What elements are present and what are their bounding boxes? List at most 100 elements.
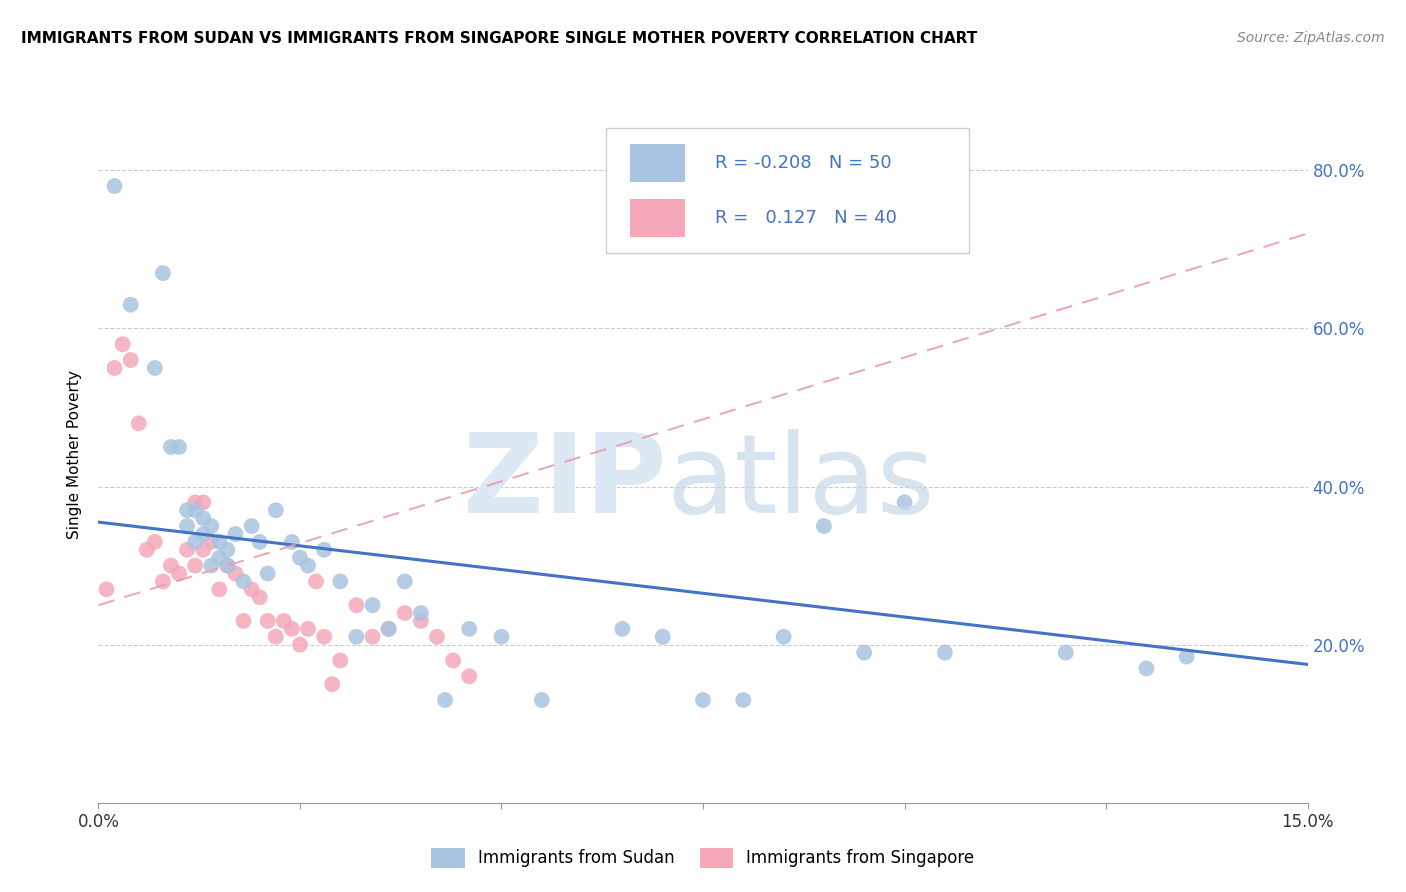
Point [143,534,166,549]
Point [297,622,319,636]
Point [111,337,134,351]
Point [893,495,915,509]
Point [281,534,304,549]
Point [361,630,384,644]
Point [120,298,142,312]
Point [281,622,304,636]
Point [1135,661,1157,675]
Point [232,614,254,628]
Text: R = -0.208   N = 50: R = -0.208 N = 50 [716,153,891,171]
Point [491,630,513,644]
Point [208,534,231,549]
Point [853,646,876,660]
Point [193,527,215,541]
Point [176,542,198,557]
Point [458,622,481,636]
Text: R =   0.127   N = 40: R = 0.127 N = 40 [716,210,897,227]
Point [256,614,278,628]
Point [256,566,278,581]
FancyBboxPatch shape [606,128,969,253]
Point [441,653,464,667]
Point [217,558,239,573]
Point [167,566,190,581]
Point [329,653,352,667]
Point [208,582,231,597]
Point [297,558,319,573]
Point [160,558,183,573]
Point [394,606,416,620]
Point [394,574,416,589]
Point [314,630,336,644]
Point [103,179,125,194]
Point [152,266,174,280]
Point [377,622,399,636]
Point [314,542,336,557]
Point [184,534,207,549]
Point [530,693,553,707]
Point [288,550,311,565]
Point [409,614,432,628]
Point [96,582,118,597]
Point [232,574,254,589]
Point [692,693,714,707]
Point [193,495,215,509]
Point [651,630,673,644]
Point [273,614,295,628]
Point [224,527,246,541]
Point [135,542,157,557]
Point [184,495,207,509]
Point [217,558,239,573]
Point [772,630,794,644]
Point [128,417,150,431]
Point [321,677,343,691]
Point [377,622,399,636]
Text: IMMIGRANTS FROM SUDAN VS IMMIGRANTS FROM SINGAPORE SINGLE MOTHER POVERTY CORRELA: IMMIGRANTS FROM SUDAN VS IMMIGRANTS FROM… [21,31,977,46]
Text: Source: ZipAtlas.com: Source: ZipAtlas.com [1237,31,1385,45]
Point [264,630,287,644]
Point [167,440,190,454]
Point [426,630,449,644]
Point [240,582,263,597]
Point [240,519,263,533]
Point [208,550,231,565]
Point [160,440,183,454]
Point [103,360,125,375]
Point [434,693,457,707]
Point [184,503,207,517]
Point [143,360,166,375]
Point [344,630,367,644]
Point [249,591,271,605]
Point [200,534,222,549]
Point [934,646,956,660]
Point [612,622,634,636]
Point [305,574,328,589]
Point [458,669,481,683]
Point [1054,646,1077,660]
Point [200,519,222,533]
Point [193,511,215,525]
Point [733,693,755,707]
Point [176,503,198,517]
Point [217,542,239,557]
Point [152,574,174,589]
Point [1175,649,1198,664]
Point [329,574,352,589]
Point [344,598,367,612]
Point [224,566,246,581]
Point [176,519,198,533]
Text: atlas: atlas [666,429,935,536]
Legend: Immigrants from Sudan, Immigrants from Singapore: Immigrants from Sudan, Immigrants from S… [425,841,981,875]
Text: ZIP: ZIP [464,429,666,536]
Point [193,542,215,557]
Point [813,519,835,533]
Point [200,558,222,573]
Point [249,534,271,549]
Point [264,503,287,517]
Y-axis label: Single Mother Poverty: Single Mother Poverty [67,370,83,540]
FancyBboxPatch shape [630,144,685,182]
Point [361,598,384,612]
FancyBboxPatch shape [630,199,685,237]
Point [120,353,142,368]
Point [409,606,432,620]
Point [288,638,311,652]
